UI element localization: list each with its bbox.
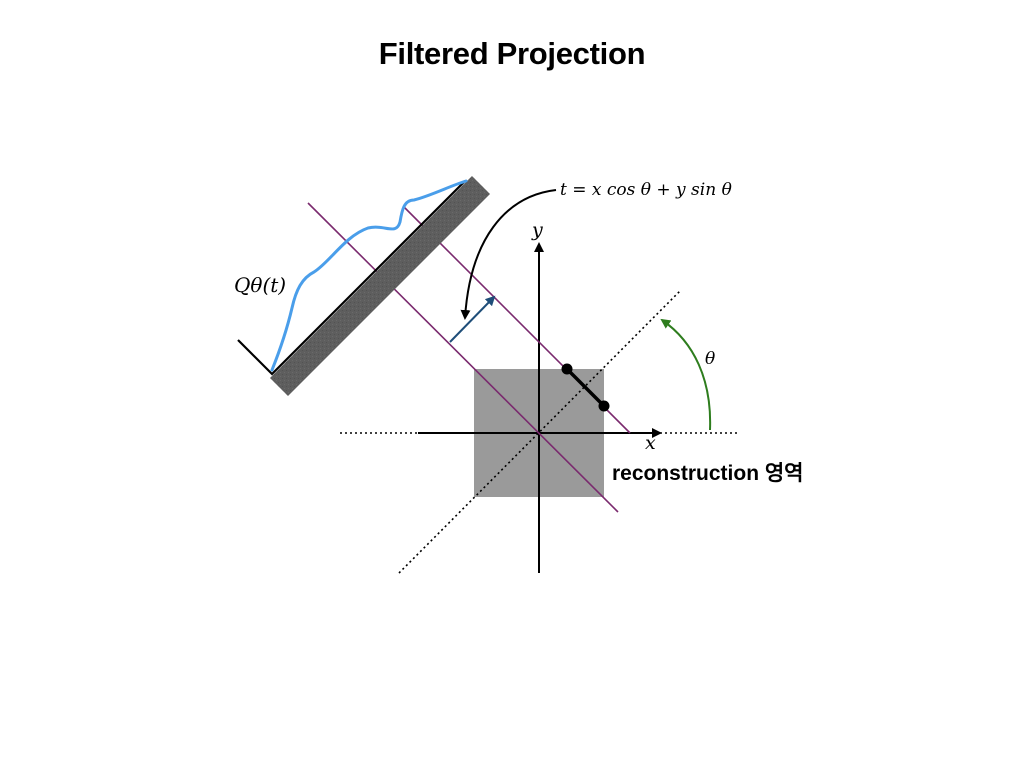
formula-pointer-arrow xyxy=(460,189,557,320)
segment-start-dot xyxy=(561,363,573,375)
projection-label: Qθ(t) xyxy=(234,273,286,297)
theta-angle-arc xyxy=(660,318,712,431)
projection-baseline xyxy=(237,180,466,376)
detector-bar xyxy=(270,176,490,396)
y-axis-label: y xyxy=(531,219,543,241)
reconstruction-region-label: reconstruction 영역 xyxy=(612,462,804,485)
projection-curve xyxy=(270,179,468,372)
slide-title: Filtered Projection xyxy=(378,36,646,71)
segment-end-dot xyxy=(598,400,610,412)
ray-segment xyxy=(565,367,606,408)
projection-direction-arrow xyxy=(449,295,496,343)
formula-label: t = x cos θ + y sin θ xyxy=(560,180,732,200)
x-axis-label: x xyxy=(645,432,656,454)
ray-line-center xyxy=(307,202,619,513)
theta-label: θ xyxy=(705,349,715,369)
rotated-t-axis xyxy=(398,290,681,574)
